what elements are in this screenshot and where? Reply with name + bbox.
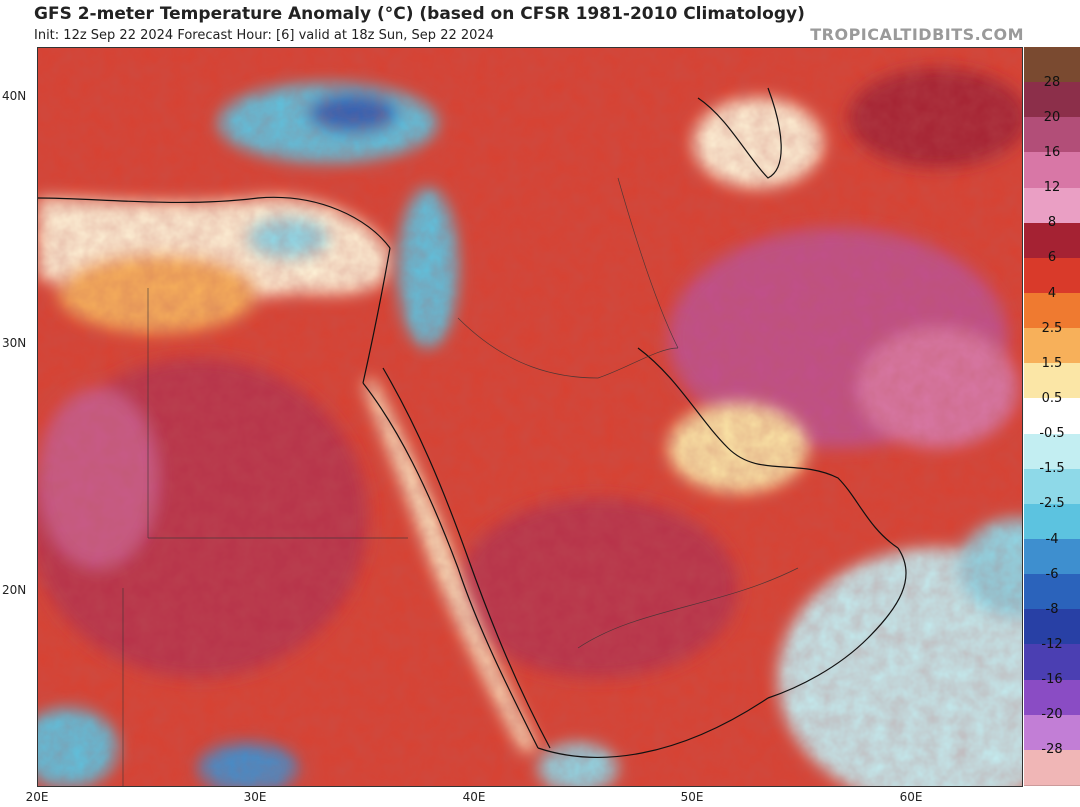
border-iraq-iran: [617, 177, 679, 349]
med-south-coast: [38, 196, 391, 249]
colorbar-label: 12: [1043, 180, 1061, 196]
colorbar-label: -4: [1045, 531, 1059, 547]
colorbar-segment: [1024, 539, 1080, 576]
border-saudi-north: [457, 317, 679, 379]
colorbar-label: -1.5: [1039, 461, 1065, 477]
colorbar-label: -16: [1041, 672, 1063, 688]
lat-label-40n: 40N: [2, 89, 27, 103]
levant-coast: [362, 247, 391, 384]
lon-label-30e: 30E: [243, 790, 267, 804]
lon-label-60e: 60E: [899, 790, 923, 804]
country-borders: [122, 177, 799, 786]
coastlines: [38, 87, 907, 758]
site-watermark: TROPICALTIDBITS.COM: [810, 25, 1024, 44]
colorbar-label: -6: [1045, 566, 1059, 582]
persian-gulf-coast: [637, 347, 899, 549]
lon-label-40e: 40E: [462, 790, 486, 804]
anomaly-map: [37, 47, 1023, 787]
colorbar-label: 2.5: [1041, 320, 1063, 336]
colorbar-label: 6: [1047, 250, 1057, 266]
colorbar-segment: [1024, 257, 1080, 294]
colorbar-segment: [1024, 433, 1080, 470]
lat-label-20n: 20N: [2, 583, 27, 597]
caspian-coast: [697, 87, 782, 179]
colorbar-segment: [1024, 152, 1080, 189]
colorbar-segment: [1024, 714, 1080, 751]
colorbar-label: -12: [1041, 636, 1063, 652]
colorbar-label: 20: [1043, 109, 1061, 125]
colorbar-label: -8: [1045, 601, 1059, 617]
colorbar-segment: [1024, 398, 1080, 435]
color-legend: 28 20 16 12 8 6 4 2.5 1.5 0.5 -0.5 -1.5 -2.5 -4 -6 -8 -1…: [1024, 47, 1080, 786]
red-sea-west-coast: [362, 382, 539, 749]
colorbar-label: 1.5: [1041, 355, 1063, 371]
colorbar-segment: [1024, 47, 1080, 84]
colorbar-label: 8: [1047, 215, 1057, 231]
colorbar-label: -0.5: [1039, 426, 1065, 442]
chart-title: GFS 2-meter Temperature Anomaly (°C) (ba…: [34, 4, 805, 24]
colorbar-segment: [1024, 293, 1080, 330]
forecast-info: Init: 12z Sep 22 2024 Forecast Hour: [6]…: [34, 28, 494, 43]
colorbar-label: 28: [1043, 74, 1061, 90]
border-saudi-south: [577, 567, 799, 649]
colorbar-label: 16: [1043, 144, 1061, 160]
lon-label-50e: 50E: [680, 790, 704, 804]
colorbar-label: -2.5: [1039, 496, 1065, 512]
colorbar-label: -28: [1041, 742, 1063, 758]
field-texture: [38, 48, 1022, 786]
red-sea-east-coast: [382, 367, 551, 749]
colorbar-label: 4: [1047, 285, 1057, 301]
colorbar-label: 0.5: [1041, 390, 1063, 406]
lat-label-30n: 30N: [2, 336, 27, 350]
colorbar-segment: [1024, 749, 1080, 786]
map-canvas: [38, 48, 1022, 786]
colorbar-label: -20: [1041, 707, 1063, 723]
yemen-coast: [537, 697, 769, 758]
lon-label-20e: 20E: [25, 790, 49, 804]
oman-coast: [767, 547, 907, 699]
colorbar-segment: [1024, 328, 1080, 365]
